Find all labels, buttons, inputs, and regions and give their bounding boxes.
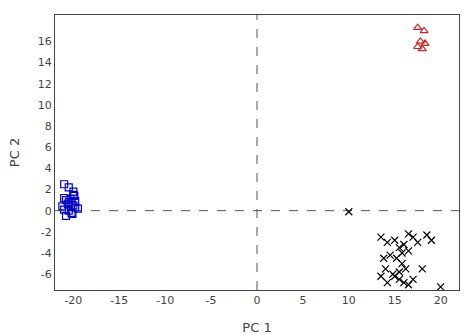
svg-text:12: 12 [38,78,52,91]
svg-text:6: 6 [45,141,52,154]
svg-text:14: 14 [38,56,52,69]
svg-text:8: 8 [45,120,52,133]
svg-text:2: 2 [45,183,52,196]
svg-text:10: 10 [342,294,356,307]
svg-text:10: 10 [38,99,52,112]
svg-text:PC 1: PC 1 [242,320,271,335]
svg-text:-4: -4 [41,247,52,260]
svg-text:-20: -20 [64,294,82,307]
svg-text:PC 2: PC 2 [7,138,22,167]
svg-text:-15: -15 [110,294,128,307]
svg-text:15: 15 [388,294,402,307]
svg-text:-10: -10 [156,294,174,307]
svg-text:20: 20 [434,294,448,307]
svg-text:16: 16 [38,35,52,48]
svg-text:5: 5 [299,294,306,307]
svg-text:0: 0 [254,294,261,307]
svg-text:-2: -2 [41,226,52,239]
svg-text:-5: -5 [206,294,217,307]
svg-text:-6: -6 [41,268,52,281]
svg-text:4: 4 [45,162,52,175]
svg-text:0: 0 [45,205,52,218]
